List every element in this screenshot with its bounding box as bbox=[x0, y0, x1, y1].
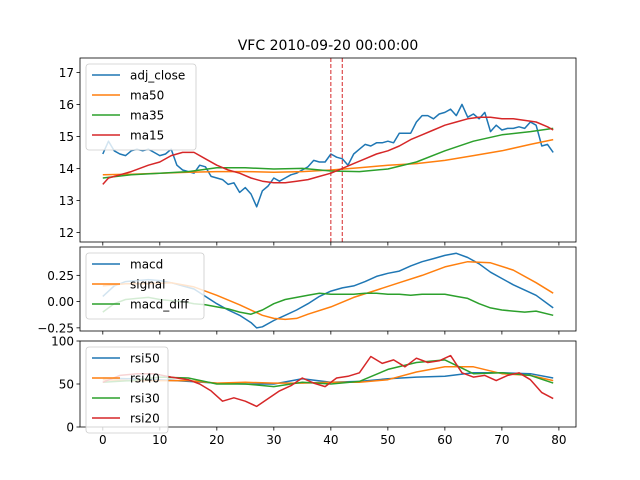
y-tick-label: 0.00 bbox=[47, 295, 74, 309]
legend-label-adj_close: adj_close bbox=[130, 69, 185, 83]
legend-label-rsi40: rsi40 bbox=[130, 372, 160, 386]
x-tick-label: 60 bbox=[437, 433, 452, 447]
y-tick-label: 0.25 bbox=[47, 269, 74, 283]
series-line-rsi40 bbox=[102, 366, 554, 384]
y-tick-label: 14 bbox=[59, 162, 74, 176]
y-tick-label: 100 bbox=[51, 335, 74, 349]
x-tick-label: 40 bbox=[323, 433, 338, 447]
legend-label-macd_diff: macd_diff bbox=[130, 298, 189, 312]
y-tick-label: 50 bbox=[59, 378, 74, 392]
legend-label-ma35: ma35 bbox=[130, 109, 164, 123]
x-tick-label: 30 bbox=[266, 433, 281, 447]
legend-label-ma50: ma50 bbox=[130, 89, 164, 103]
panel-0: 12 13 14 15 16 17 adj_close ma50 ma35 ma15 bbox=[59, 57, 577, 246]
panel-1: −0.25 0.00 0.25 macd signal macd_diff bbox=[37, 246, 577, 335]
y-tick-label: −0.25 bbox=[37, 321, 74, 335]
y-tick-label: 0 bbox=[66, 421, 74, 435]
legend-label-signal: signal bbox=[130, 278, 166, 292]
series-group bbox=[102, 103, 554, 208]
legend: macd signal macd_diff bbox=[85, 252, 205, 320]
y-tick-label: 17 bbox=[59, 66, 74, 80]
legend-label-rsi30: rsi30 bbox=[130, 392, 160, 406]
x-tick-label: 20 bbox=[209, 433, 224, 447]
y-tick-label: 12 bbox=[59, 226, 74, 240]
x-tick-label: 50 bbox=[380, 433, 395, 447]
x-tick-label: 10 bbox=[152, 433, 167, 447]
axes-frame bbox=[79, 57, 577, 243]
legend-label-macd: macd bbox=[130, 258, 163, 272]
y-tick-label: 16 bbox=[59, 98, 74, 112]
y-tick-label: 15 bbox=[59, 130, 74, 144]
series-line-rsi20 bbox=[102, 354, 554, 408]
legend-label-rsi50: rsi50 bbox=[130, 352, 160, 366]
y-tick-label: 13 bbox=[59, 194, 74, 208]
legend-label-ma15: ma15 bbox=[130, 129, 164, 143]
series-group bbox=[102, 354, 554, 408]
axes-frame bbox=[79, 246, 577, 332]
legend-label-rsi20: rsi20 bbox=[130, 412, 160, 426]
x-tick-label: 0 bbox=[99, 433, 107, 447]
x-tick-label: 80 bbox=[551, 433, 566, 447]
legend: adj_close ma50 ma35 ma15 bbox=[85, 63, 197, 151]
x-tick-label: 70 bbox=[494, 433, 509, 447]
chart-title: VFC 2010-09-20 00:00:00 bbox=[238, 38, 419, 54]
legend: rsi50 rsi40 rsi30 rsi20 bbox=[85, 346, 169, 434]
series-line-ma35 bbox=[102, 127, 554, 179]
